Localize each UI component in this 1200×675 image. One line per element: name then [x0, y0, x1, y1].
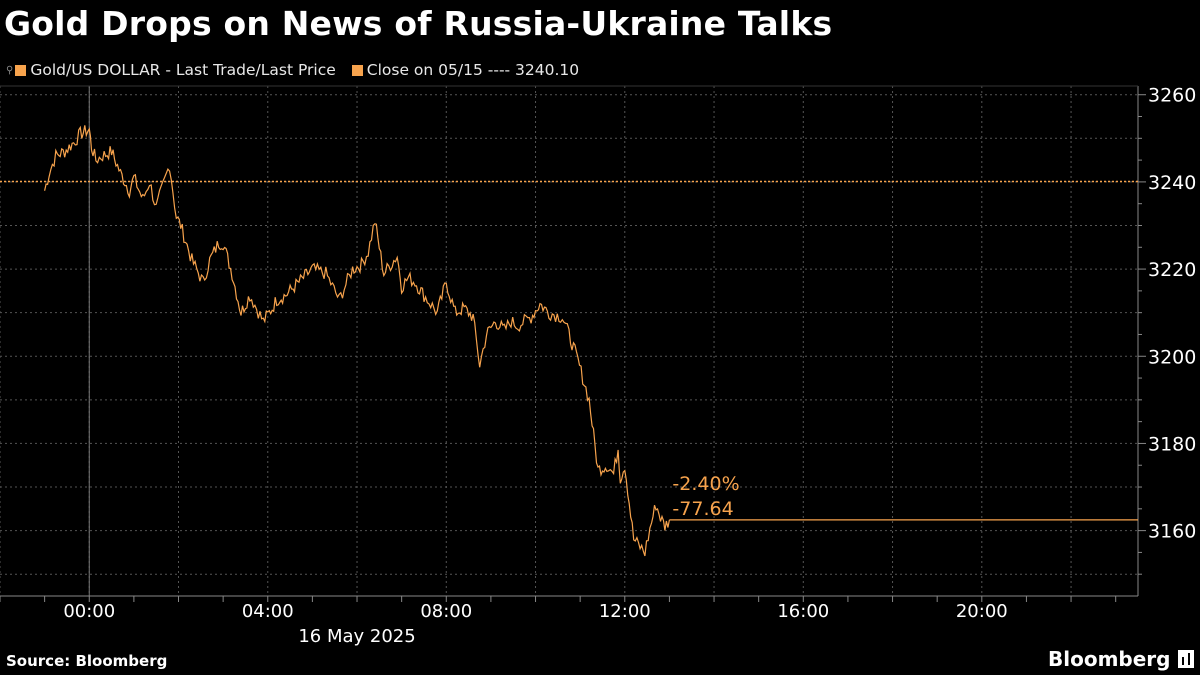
x-tick-label: 08:00	[420, 601, 472, 622]
annotation-change: -77.64	[672, 498, 733, 520]
chart-title: Gold Drops on News of Russia-Ukraine Tal…	[4, 4, 833, 43]
legend-swatch-series	[15, 64, 27, 76]
x-tick-label: 20:00	[956, 601, 1008, 622]
series-line	[44, 125, 670, 557]
source-note: Source: Bloomberg	[6, 652, 168, 670]
y-tick-label: 3160	[1148, 521, 1196, 543]
y-tick-label: 3180	[1148, 433, 1196, 455]
x-tick-label: 12:00	[599, 601, 651, 622]
y-tick-label: 3200	[1148, 346, 1196, 368]
y-tick-label: 3220	[1148, 259, 1196, 281]
legend-swatch-reference	[351, 64, 363, 76]
x-tick-label: 00:00	[63, 601, 115, 622]
x-tick-label: 16:00	[777, 601, 829, 622]
pin-icon[interactable]: ⚲	[6, 64, 14, 76]
bloomberg-logo-icon	[1178, 650, 1195, 668]
brand-text: Bloomberg	[1048, 647, 1171, 671]
legend-item-series[interactable]: Gold/US DOLLAR - Last Trade/Last Price	[15, 61, 336, 79]
legend-label-series: Gold/US DOLLAR - Last Trade/Last Price	[30, 61, 336, 79]
y-tick-label: 3260	[1148, 85, 1196, 107]
bloomberg-logo: Bloomberg	[1048, 647, 1195, 671]
y-tick-label: 3240	[1148, 172, 1196, 194]
x-tick-label: 04:00	[242, 601, 294, 622]
legend: ⚲ Gold/US DOLLAR - Last Trade/Last Price…	[6, 61, 595, 79]
legend-label-reference: Close on 05/15 ---- 3240.10	[366, 61, 580, 79]
x-axis-label: 16 May 2025	[298, 626, 415, 647]
legend-item-reference[interactable]: Close on 05/15 ---- 3240.10	[351, 61, 580, 79]
annotation-percent: -2.40%	[672, 473, 739, 495]
